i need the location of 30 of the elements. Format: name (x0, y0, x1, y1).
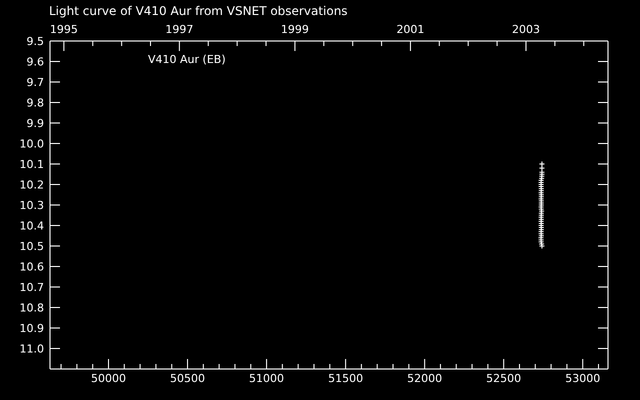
y-tick-label: 10.1 (20, 158, 44, 171)
y-tick-label: 9.9 (26, 116, 44, 130)
chart-title: Light curve of V410 Aur from VSNET observations (49, 4, 348, 18)
x2-tick-label: 1995 (50, 23, 78, 36)
x-tick-label: 50500 (170, 372, 206, 385)
y-tick-label: 10.2 (20, 178, 44, 192)
x2-tick-label: 1997 (165, 23, 194, 36)
y-tick-label: 10.7 (20, 280, 44, 294)
x2-tick-label: 1999 (280, 23, 309, 36)
y-tick-label: 10.9 (20, 322, 44, 335)
y-tick-label: 9.8 (26, 96, 44, 110)
x-tick-label: 50000 (90, 372, 126, 385)
annotation: V410 Aur (EB) (148, 53, 226, 66)
y-tick-label: 10.5 (20, 240, 44, 253)
x-tick-label: 53000 (565, 372, 600, 385)
y-tick-label: 10.3 (20, 198, 44, 212)
x-tick-label: 52000 (407, 372, 442, 385)
x-tick-label: 51500 (328, 372, 364, 385)
x-tick-label: 51000 (249, 372, 284, 385)
y-tick-label: 11.0 (20, 342, 44, 356)
y-tick-label: 10.6 (20, 260, 44, 274)
y-tick-label: 10.8 (20, 301, 44, 314)
y-tick-label: 10.4 (20, 219, 44, 232)
x-tick-label: 52500 (486, 372, 522, 385)
y-tick-label: 10.0 (20, 137, 44, 150)
y-tick-label: 9.5 (26, 34, 44, 48)
y-tick-label: 9.6 (26, 55, 44, 68)
y-tick-label: 9.7 (26, 76, 44, 89)
x2-tick-label: 2003 (512, 23, 540, 36)
x2-tick-label: 2001 (396, 23, 424, 36)
